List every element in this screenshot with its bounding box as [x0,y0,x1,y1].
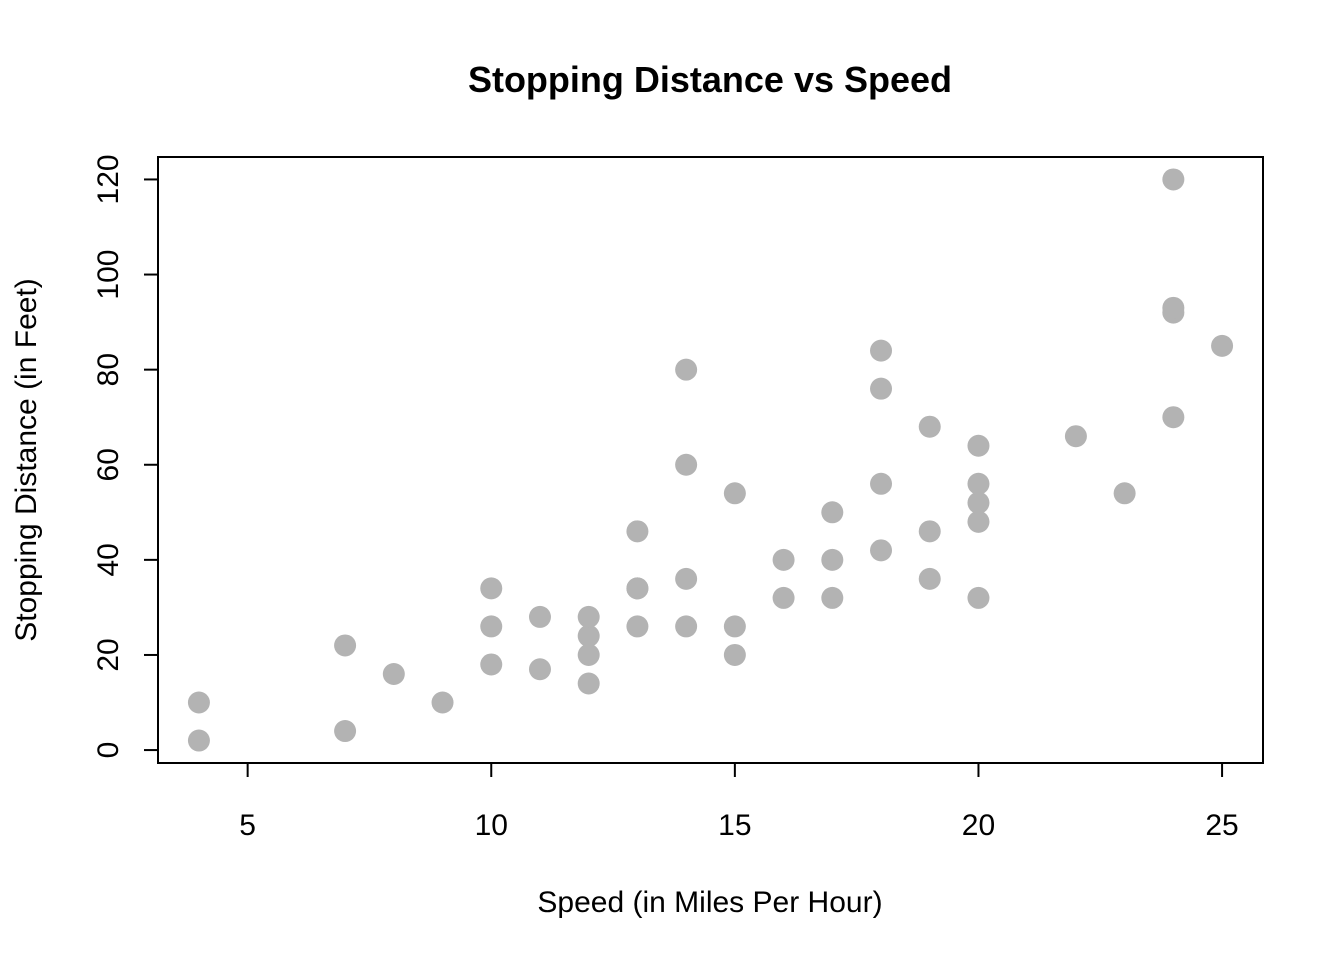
x-axis: 5 10 15 20 25 [239,762,1239,842]
data-point [480,577,503,600]
data-point [772,586,795,609]
data-point [821,548,844,571]
y-tick-label: 20 [92,638,125,671]
data-point [1211,334,1234,357]
data-point [334,720,357,743]
data-point [626,520,649,543]
data-point [1064,425,1087,448]
y-tick-label: 40 [92,543,125,576]
data-point [821,586,844,609]
data-point [723,482,746,505]
x-tick-label: 20 [962,809,995,842]
data-point [528,605,551,628]
data-point [1162,406,1185,429]
data-point [528,658,551,681]
y-tick-label: 100 [92,250,125,300]
data-point [918,520,941,543]
data-point [577,605,600,628]
data-point [772,548,795,571]
data-point [577,672,600,695]
data-point [577,624,600,647]
data-point [675,567,698,590]
data-point [1162,168,1185,191]
data-point [967,510,990,533]
data-point [967,586,990,609]
y-axis: 0 20 40 60 80 100 120 [92,154,159,759]
data-point [626,577,649,600]
x-tick-label: 10 [475,809,508,842]
data-point [382,662,405,685]
y-tick-label: 60 [92,448,125,481]
plot-frame [157,156,1264,764]
data-point [431,691,454,714]
data-point [480,653,503,676]
data-point [918,567,941,590]
data-point [675,453,698,476]
data-point [967,472,990,495]
data-point [334,634,357,657]
y-tick-label: 80 [92,353,125,386]
data-point [870,472,893,495]
x-tick-label: 15 [718,809,751,842]
data-point [675,615,698,638]
data-point [870,377,893,400]
data-point [967,491,990,514]
data-point [723,643,746,666]
data-point [870,539,893,562]
y-tick-label: 120 [92,154,125,204]
data-point [480,615,503,638]
data-point [821,501,844,524]
data-point [187,691,210,714]
chart-title: Stopping Distance vs Speed [468,59,952,100]
data-point [1113,482,1136,505]
data-point [675,358,698,381]
y-axis-label: Stopping Distance (in Feet) [10,278,43,642]
x-axis-label: Speed (in Miles Per Hour) [537,886,882,919]
points-layer [187,168,1234,752]
data-point [723,615,746,638]
data-point [577,643,600,666]
data-point [626,615,649,638]
data-point [187,729,210,752]
data-point [918,415,941,438]
x-tick-label: 5 [239,809,256,842]
data-point [967,434,990,457]
y-tick-label: 0 [92,742,125,759]
x-tick-label: 25 [1205,809,1238,842]
data-point [870,339,893,362]
data-point [1162,296,1185,319]
